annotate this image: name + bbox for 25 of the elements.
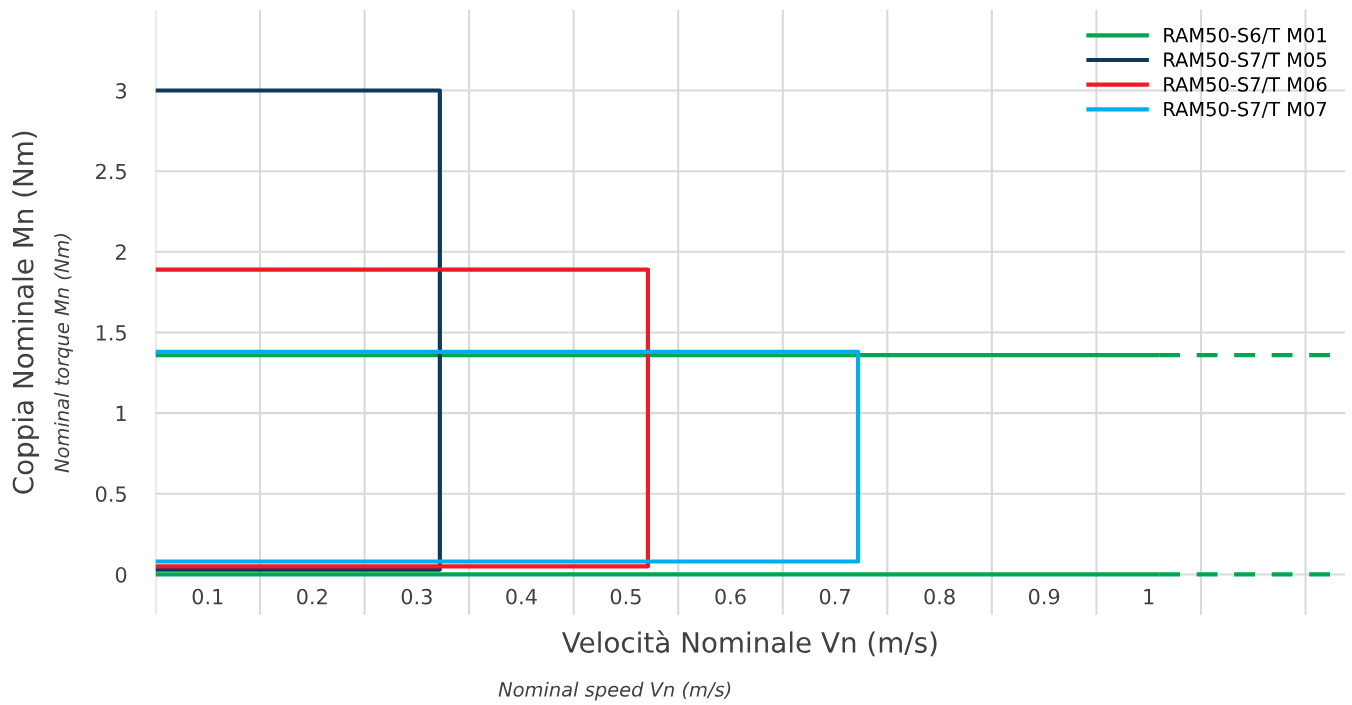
- y-tick-label: 3: [116, 82, 127, 99]
- x-axis-title: Velocità Nominale Vn (m/s): [561, 630, 937, 657]
- x-tick-label: 0.4: [506, 588, 537, 605]
- y-tick-label: 1.5: [96, 325, 126, 341]
- x-tick-label: 0.6: [715, 588, 746, 605]
- y-tick-label: 2.5: [96, 163, 126, 180]
- legend-label: RAM50-S7/T M05: [1164, 52, 1327, 69]
- y-tick-label: 1: [116, 405, 126, 422]
- x-tick-label: 0.7: [819, 588, 850, 605]
- legend-label: RAM50-S6/T M01: [1164, 27, 1326, 44]
- legend-label: RAM50-S7/T M06: [1164, 77, 1327, 94]
- text: Nominal torque Mn (Nm): [54, 234, 73, 473]
- y-tick-label: 0.5: [95, 486, 126, 502]
- x-tick-label: 0.3: [401, 588, 432, 605]
- x-tick-label: 0.5: [610, 588, 641, 605]
- legend-label: RAM50-S7/T M07: [1164, 101, 1327, 118]
- y-axis-title: Coppia Nominale Mn (Nm): [12, 131, 40, 494]
- y-tick-label: 2: [115, 244, 126, 260]
- x-tick-label: 1: [1144, 589, 1154, 605]
- x-tick-label: 0.9: [1028, 588, 1060, 605]
- x-tick-label: 0.1: [192, 588, 223, 605]
- x-tick-label: 0.2: [297, 588, 327, 605]
- y-tick-label: 0: [115, 566, 127, 583]
- text: Nominal speed Vn (m/s): [498, 681, 731, 701]
- x-tick-label: 0.8: [924, 588, 955, 605]
